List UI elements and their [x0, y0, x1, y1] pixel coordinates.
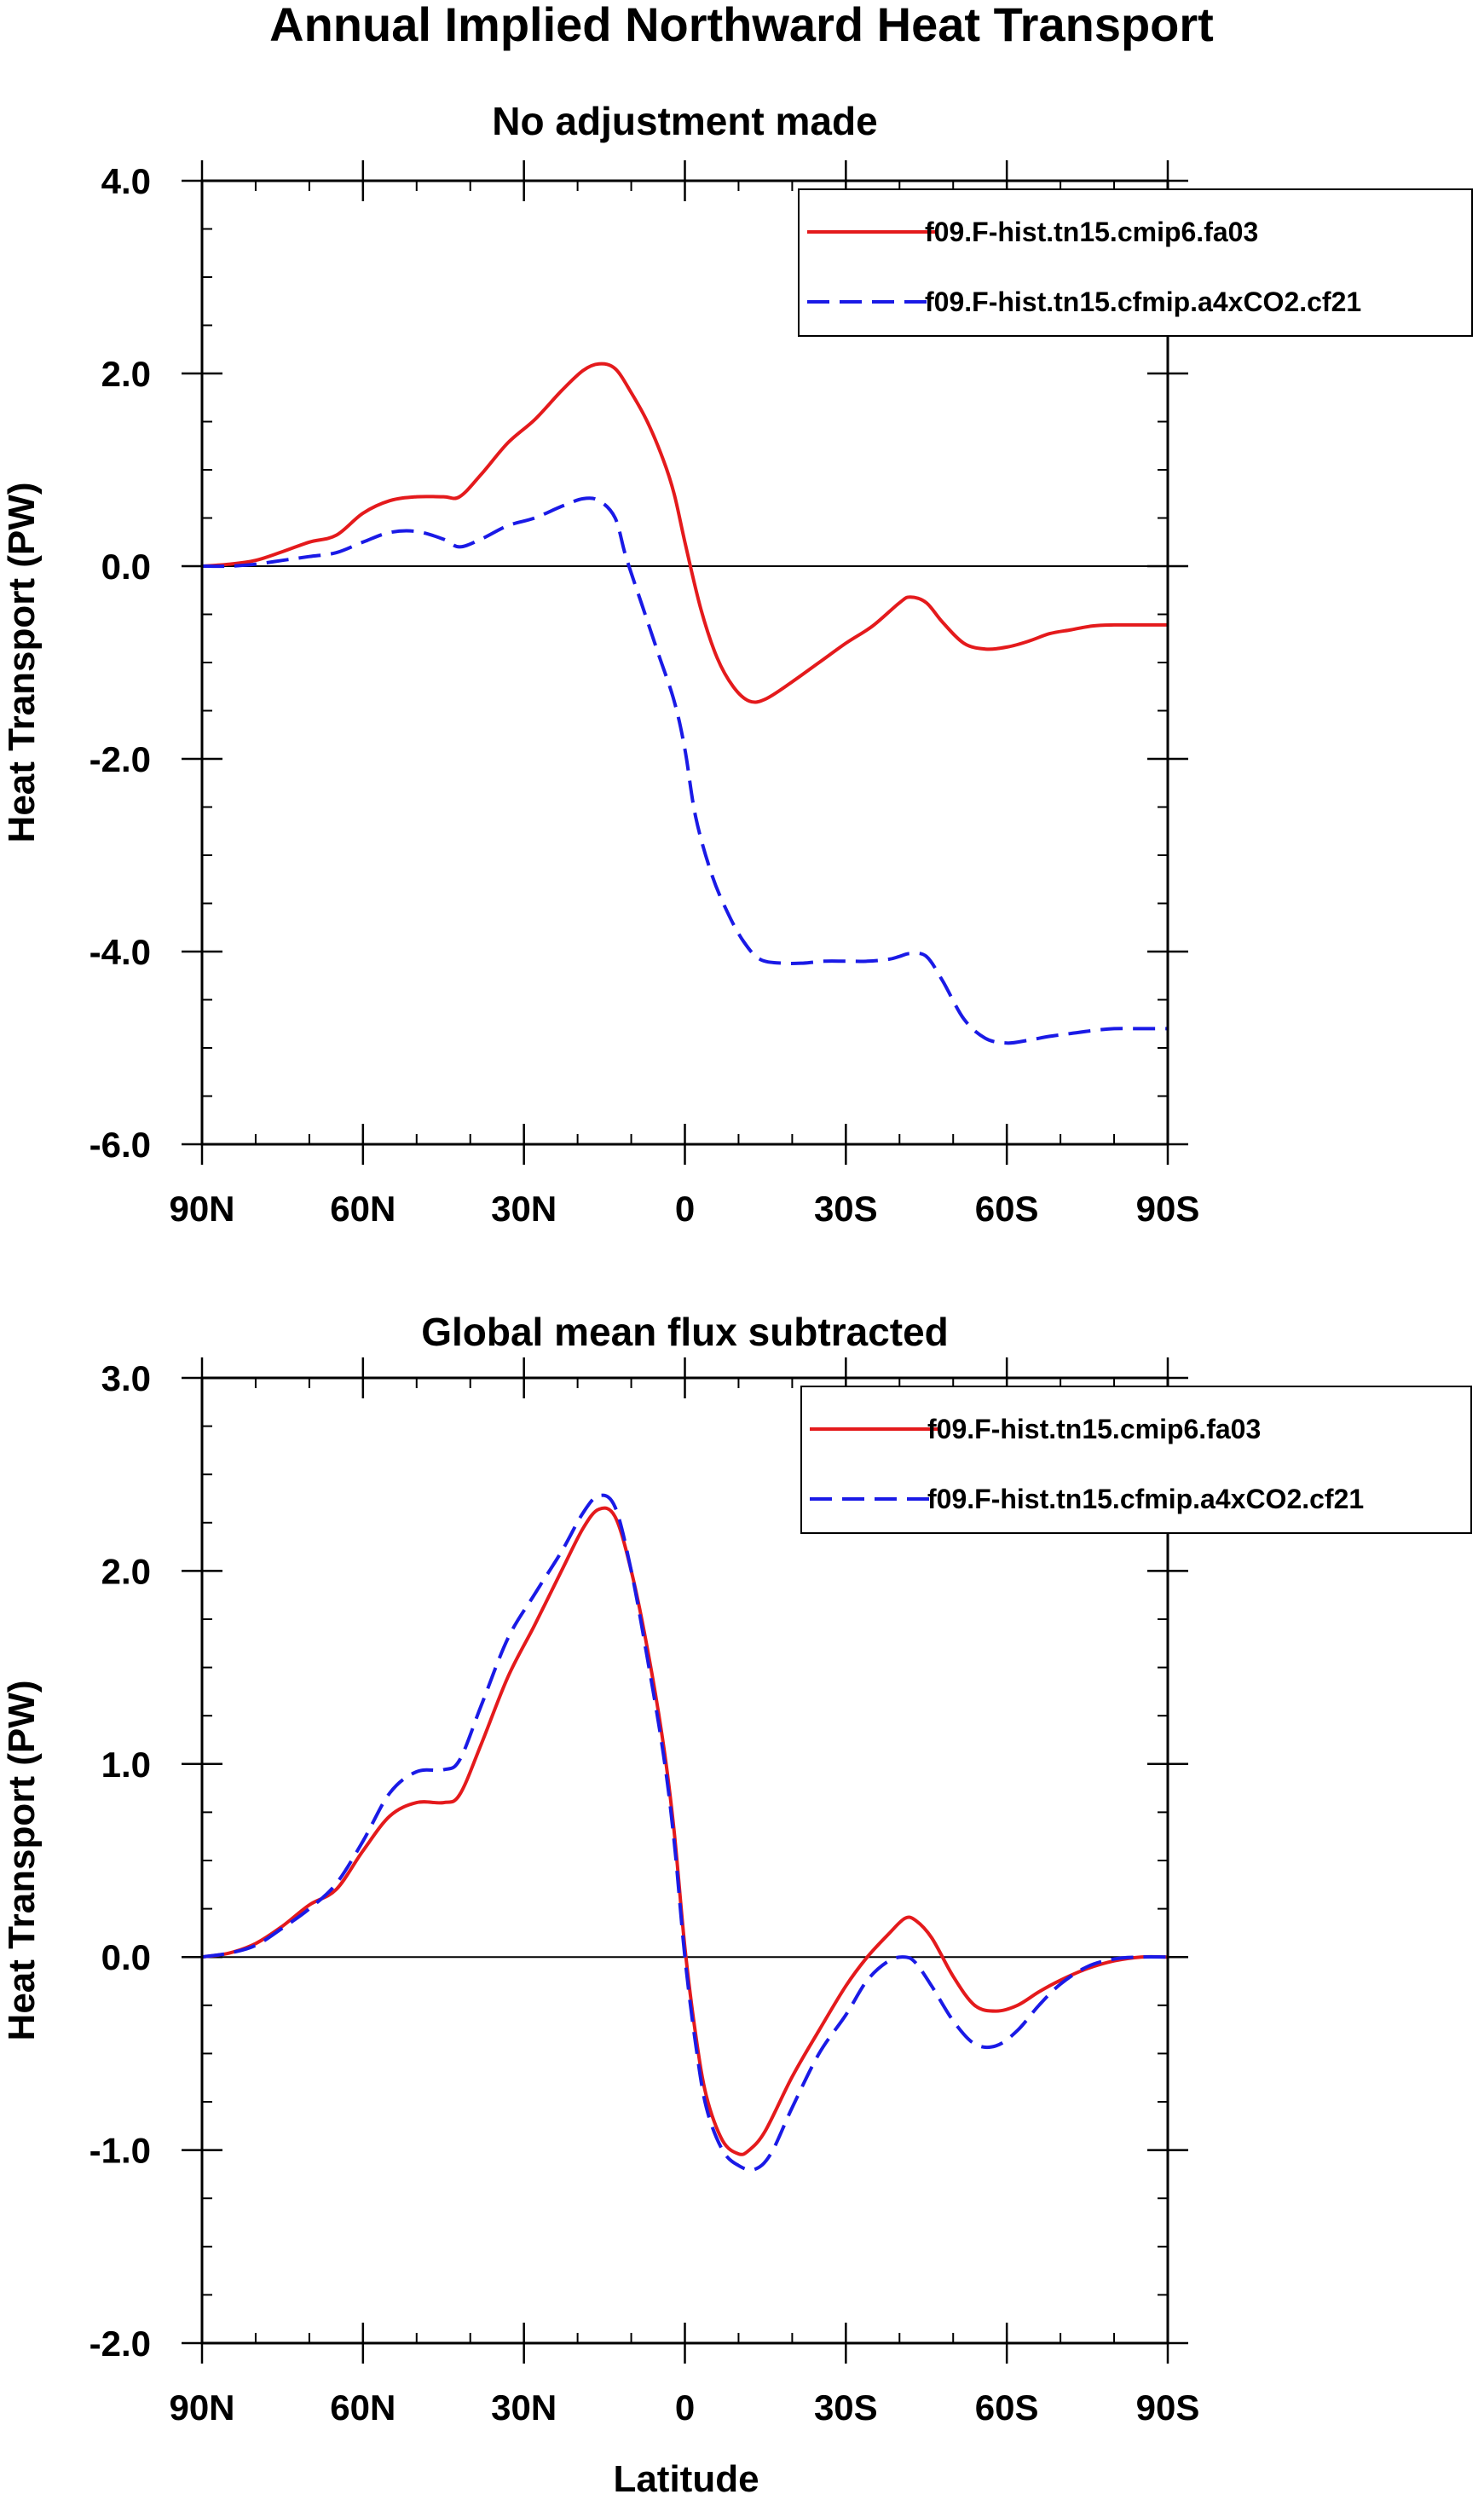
y-tick-label: -4.0	[90, 932, 151, 972]
top-panel: No adjustment made 4.0 2.0 0.0 -2.0 -4.0 -6.0 9…	[1, 99, 1473, 1229]
panel-title: No adjustment made	[492, 99, 877, 143]
x-tick-label: 30S	[814, 1189, 878, 1229]
series-line-cmip6-fa03	[201, 362, 1168, 704]
y-axis-label: Heat Transport (PW)	[1, 1681, 43, 2041]
y-tick-label: -1.0	[90, 2131, 151, 2171]
x-tick-label: 60N	[330, 1189, 396, 1229]
plot-frame	[200, 1376, 1169, 2345]
legend-box	[800, 1386, 1472, 1534]
legend-label: f09.F-hist.tn15.cfmip.a4xCO2.cf21	[927, 1484, 1364, 1514]
y-tick-label: 0.0	[101, 547, 151, 587]
x-tick-label: 30N	[491, 2387, 557, 2428]
bottom-panel: Global mean flux subtracted 3.0 2.0 1.0 0.0 -…	[1, 1310, 1472, 2428]
x-tick-label: 0	[675, 1189, 695, 1229]
y-tick-label: 1.0	[101, 1745, 151, 1785]
x-tick-label: 90N	[169, 2387, 234, 2428]
figure-title: Annual Implied Northward Heat Transport	[269, 0, 1214, 51]
x-tick-label: 90S	[1136, 2387, 1200, 2428]
y-axis-label: Heat Transport (PW)	[1, 483, 43, 843]
legend-box	[798, 188, 1473, 337]
series-line-a4xco2-cf21	[201, 1493, 1169, 2172]
x-axis-label: Latitude	[613, 2458, 759, 2500]
y-tick-label: 2.0	[101, 1551, 151, 1591]
legend-label: f09.F-hist.tn15.cfmip.a4xCO2.cf21	[925, 286, 1361, 317]
x-tick-label: 60S	[975, 1189, 1039, 1229]
plot-frame	[200, 179, 1169, 1146]
y-tick-label: 4.0	[101, 161, 151, 201]
x-tick-label: 60N	[330, 2387, 396, 2428]
y-tick-label: -6.0	[90, 1125, 151, 1165]
series-line-cmip6-fa03	[201, 1506, 1169, 2156]
y-tick-label: -2.0	[90, 739, 151, 779]
x-tick-label: 90N	[169, 1189, 234, 1229]
series-line-a4xco2-cf21	[201, 496, 1168, 1045]
x-tick-label: 90S	[1136, 1189, 1200, 1229]
panel-title: Global mean flux subtracted	[421, 1310, 949, 1354]
x-tick-label: 60S	[975, 2387, 1039, 2428]
x-tick-label: 30N	[491, 1189, 557, 1229]
legend-label: f09.F-hist.tn15.cmip6.fa03	[925, 217, 1258, 247]
y-tick-label: 3.0	[101, 1358, 151, 1398]
y-tick-label: -2.0	[90, 2323, 151, 2364]
x-tick-label: 0	[675, 2387, 695, 2428]
y-tick-label: 2.0	[101, 354, 151, 394]
x-tick-label: 30S	[814, 2387, 878, 2428]
y-tick-label: 0.0	[101, 1937, 151, 1977]
legend-label: f09.F-hist.tn15.cmip6.fa03	[927, 1414, 1261, 1444]
